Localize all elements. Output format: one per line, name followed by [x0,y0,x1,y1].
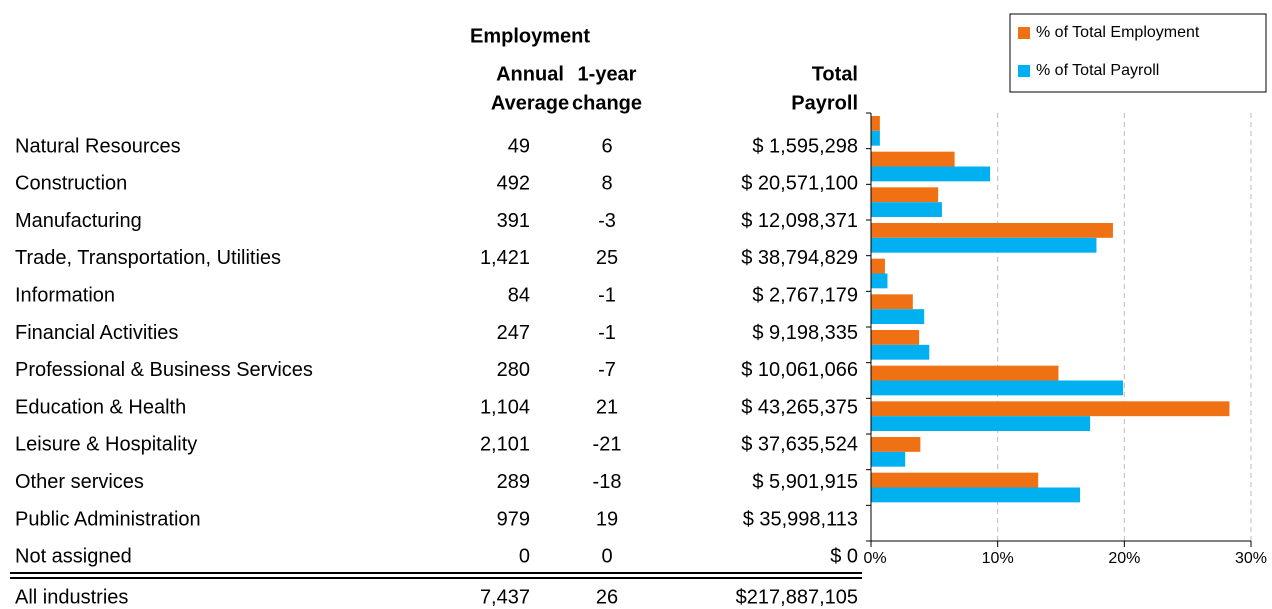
bar [871,365,1059,381]
x-tick-label: 10% [982,550,1014,567]
bar [871,416,1091,431]
cell: 492 [497,173,530,195]
cell: 8 [601,173,612,195]
bar [871,273,888,289]
bar [871,151,955,167]
bar [871,187,939,203]
legend-swatch [1018,65,1030,77]
cell: 84 [508,284,530,306]
row-label: Public Administration [15,508,201,530]
row-label: Construction [15,173,127,195]
bar [871,116,880,131]
row-label: Education & Health [15,396,186,418]
bar [871,330,920,345]
legend-box [1009,13,1267,93]
total-cell: 7,437 [480,586,530,608]
row-label: Professional & Business Services [15,359,313,381]
column-header: change [572,92,642,114]
cell: -3 [598,210,616,232]
legend-label: % of Total Payroll [1036,62,1159,79]
cell: 979 [497,508,530,530]
bar [871,166,991,182]
x-tick-label: 30% [1235,550,1267,567]
total-cell: $217,887,105 [736,586,858,608]
group-header: Employment [470,25,590,47]
cell: $ 38,794,829 [741,247,858,269]
cell: $ 37,635,524 [741,434,858,456]
cell: 1,421 [480,247,530,269]
cell: 25 [596,247,618,269]
row-label: Information [15,284,115,306]
x-tick-label: 20% [1108,550,1140,567]
bar [871,380,1124,396]
bar [871,344,930,360]
cell: 280 [497,359,530,381]
cell: 6 [601,135,612,157]
total-label: All industries [15,586,128,608]
bar [871,258,885,274]
bar [871,437,921,452]
cell: 391 [497,210,530,232]
cell: $ 20,571,100 [741,173,858,195]
bar [871,487,1080,503]
row-label: Natural Resources [15,135,181,157]
cell: -1 [598,322,616,344]
cell: 247 [497,322,530,344]
cell: 49 [508,135,530,157]
cell: $ 10,061,066 [741,359,858,381]
cell: 1,104 [480,396,530,418]
bar [871,237,1097,253]
cell: 21 [596,396,618,418]
cell: 0 [601,546,612,568]
cell: $ 0 [830,546,858,568]
cell: -7 [598,359,616,381]
cell: 289 [497,471,530,493]
legend-label: % of Total Employment [1036,24,1200,41]
row-label: Financial Activities [15,322,178,344]
column-header: Payroll [791,92,858,114]
bar [871,294,913,310]
column-header: Average [491,92,569,114]
total-cell: 26 [596,586,618,608]
legend-swatch [1018,27,1030,39]
bar [871,202,942,217]
cell: $ 9,198,335 [752,322,858,344]
row-label: Trade, Transportation, Utilities [15,247,281,269]
cell: $ 1,595,298 [752,135,858,157]
cell: $ 43,265,375 [741,396,858,418]
bar [871,451,906,467]
cell: -21 [593,434,622,456]
cell: $ 35,998,113 [743,508,858,530]
column-header: Total [812,63,858,85]
cell: $ 12,098,371 [741,210,858,232]
cell: 0 [519,546,530,568]
column-header: Annual [496,63,564,85]
cell: 2,101 [480,434,530,456]
cell: -18 [593,471,622,493]
row-label: Not assigned [15,546,132,568]
row-label: Other services [15,471,144,493]
bar [871,401,1230,417]
x-tick-label: 0% [863,550,886,567]
column-header: 1-year [578,63,637,85]
bar [871,130,880,146]
row-label: Leisure & Hospitality [15,434,197,456]
bar [871,223,1113,238]
cell: $ 5,901,915 [752,471,858,493]
cell: -1 [598,284,616,306]
cell: 19 [596,508,618,530]
row-label: Manufacturing [15,210,142,232]
bar [871,472,1039,488]
bar [871,309,925,324]
cell: $ 2,767,179 [752,284,858,306]
